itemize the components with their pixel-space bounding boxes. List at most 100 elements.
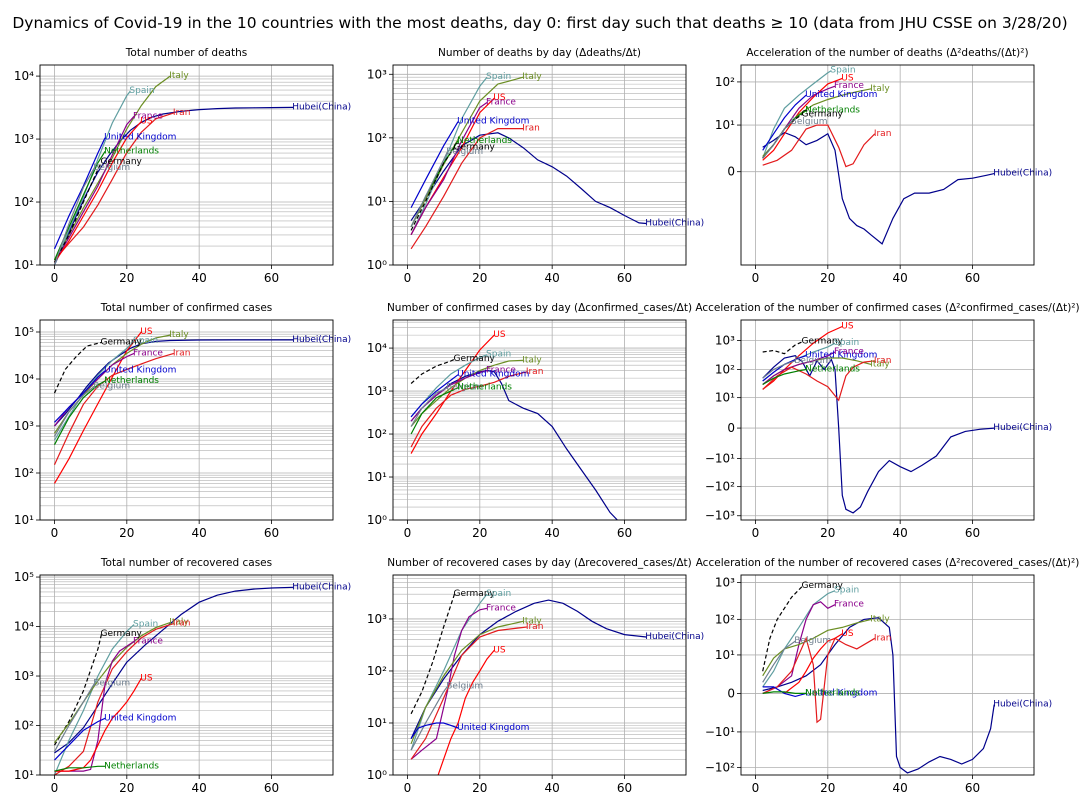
series-label-spain: Spain (830, 66, 855, 76)
series-label-france: France (486, 366, 516, 376)
series-line-spain (53, 624, 135, 775)
x-tick-label: 0 (404, 781, 412, 795)
series-label-italy: Italy (169, 330, 189, 340)
series-line-italy (762, 618, 872, 677)
y-tick-label: 10³ (715, 576, 735, 590)
series-label-iran: Iran (874, 633, 892, 643)
series-line-belgium (410, 151, 448, 227)
series-line-italy (53, 75, 171, 261)
series-group (762, 585, 995, 774)
series-line-france (762, 601, 836, 694)
series-label-spain: Spain (486, 589, 511, 599)
y-tick-label: 10³ (367, 612, 387, 626)
y-tick-label: 10³ (715, 333, 735, 347)
series-label-us: US (493, 645, 506, 655)
x-tick-label: 60 (617, 781, 632, 795)
series-label-hubei-china: Hubei(China) (645, 632, 704, 642)
y-tick-label: 10¹ (14, 513, 34, 527)
panel-title: Total number of deaths (125, 47, 247, 59)
series-line-iran (762, 124, 876, 168)
x-tick-label: 40 (192, 526, 207, 540)
y-tick-label: 10³ (14, 669, 34, 683)
y-tick-label: 10² (367, 131, 387, 145)
series-label-netherlands: Netherlands (457, 136, 512, 146)
series-label-germany: Germany (801, 581, 843, 591)
series-label-belgium: Belgium (794, 356, 831, 366)
series-group (53, 586, 294, 775)
x-tick-label: 0 (752, 781, 760, 795)
y-tick-label: 10² (14, 719, 34, 733)
series-group (410, 593, 647, 775)
panel-title: Number of deaths by day (Δdeaths/Δt) (438, 47, 641, 59)
plot-frame (392, 319, 687, 521)
x-tick-label: 20 (820, 271, 835, 285)
x-tick-label: 60 (264, 271, 279, 285)
series-label-iran: Iran (874, 129, 892, 139)
x-tick-label: 40 (545, 271, 560, 285)
series-line-france (410, 607, 488, 760)
series-label-netherlands: Netherlands (457, 383, 512, 393)
plot-frame (392, 574, 687, 776)
series-label-iran: Iran (173, 108, 191, 118)
plot-frame (740, 64, 1035, 266)
series-line-france (53, 115, 135, 263)
series-label-spain: Spain (486, 72, 511, 82)
chart-panel-1: 10¹ 10² 10³ 10⁴ 0 20 40 60 Hubei(China) Italy Spai… (14, 47, 351, 285)
y-tick-label: 10⁴ (14, 620, 34, 634)
x-tick-label: 20 (820, 781, 835, 795)
series-line-france (762, 351, 836, 385)
series-line-belgium (410, 686, 448, 751)
series-line-italy (410, 620, 524, 744)
series-label-france: France (834, 600, 864, 610)
series-label-spain: Spain (834, 338, 859, 348)
x-tick-label: 20 (472, 271, 487, 285)
plot-frame (39, 64, 334, 266)
series-line-us (53, 331, 142, 484)
series-label-united-kingdom: United Kingdom (805, 351, 877, 361)
series-label-us: US (140, 327, 153, 337)
y-tick-label: 10¹ (715, 391, 735, 405)
series-label-italy: Italy (522, 355, 542, 365)
series-group (53, 75, 294, 265)
series-label-germany: Germany (100, 629, 142, 639)
y-tick-label: 10¹ (367, 470, 387, 484)
panel-title: Acceleration of the number of recovered … (696, 557, 1080, 569)
series-label-france: France (486, 97, 516, 107)
series-label-belgium: Belgium (93, 381, 130, 391)
series-line-us (54, 121, 142, 263)
x-tick-label: 60 (264, 526, 279, 540)
series-line-netherlands (53, 380, 106, 445)
series-label-united-kingdom: United Kingdom (805, 90, 877, 100)
series-line-united-kingdom (762, 94, 807, 151)
plot-frame (39, 574, 334, 776)
series-line-netherlands (762, 691, 807, 694)
y-tick-label: −10² (705, 761, 735, 775)
series-group (762, 70, 995, 245)
series-group (410, 76, 647, 250)
y-tick-label: 10⁴ (14, 69, 34, 83)
series-label-belgium: Belgium (794, 636, 831, 646)
series-line-iran (54, 112, 174, 261)
series-label-hubei-china: Hubei(China) (292, 102, 351, 112)
x-tick-label: 0 (752, 271, 760, 285)
series-label-italy: Italy (169, 618, 189, 628)
series-label-hubei-china: Hubei(China) (292, 335, 351, 345)
series-line-iran (762, 636, 876, 724)
series-label-france: France (834, 347, 864, 357)
y-tick-label: 10¹ (715, 118, 735, 132)
series-line-france (410, 102, 488, 235)
y-tick-label: 10⁴ (367, 341, 387, 355)
y-tick-label: 10¹ (14, 258, 34, 272)
series-line-france (54, 640, 135, 772)
series-line-germany (762, 341, 803, 355)
series-label-us: US (140, 117, 153, 127)
series-label-italy: Italy (870, 614, 890, 624)
series-line-hubei-china (54, 339, 294, 427)
y-tick-label: 10² (367, 427, 387, 441)
series-label-netherlands: Netherlands (104, 376, 159, 386)
series-line-belgium (53, 385, 95, 437)
panel-title: Number of recovered cases by day (Δrecov… (387, 557, 691, 569)
x-tick-label: 0 (51, 271, 59, 285)
series-line-hubei-china (54, 586, 294, 754)
